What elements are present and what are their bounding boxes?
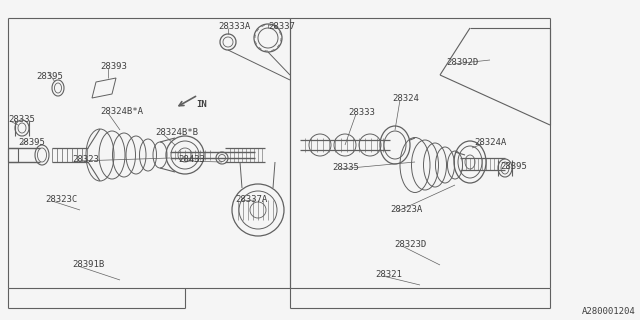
Text: 28395: 28395 [36,72,63,81]
Text: 28321: 28321 [375,270,402,279]
Text: 28395: 28395 [500,162,527,171]
FancyBboxPatch shape [8,148,18,162]
Text: 28324A: 28324A [474,138,506,147]
Polygon shape [92,78,116,98]
Text: 28335: 28335 [8,115,35,124]
Text: 28337A: 28337A [235,195,268,204]
Text: 28333: 28333 [348,108,375,117]
Text: 28395: 28395 [18,138,45,147]
Text: 28323C: 28323C [45,195,77,204]
Text: 28433: 28433 [178,155,205,164]
Text: 28393: 28393 [100,62,127,71]
Text: IN: IN [196,100,207,109]
Text: 28392D: 28392D [446,58,478,67]
Text: 28337: 28337 [268,22,295,31]
Text: 28323D: 28323D [394,240,426,249]
Text: 28335: 28335 [332,163,359,172]
Text: 28323A: 28323A [390,205,422,214]
Text: 28324B*B: 28324B*B [155,128,198,137]
Text: 28333A: 28333A [218,22,250,31]
Text: 28391B: 28391B [72,260,104,269]
Text: 28323: 28323 [72,155,99,164]
Text: A280001204: A280001204 [582,307,636,316]
Text: 28324: 28324 [392,94,419,103]
Text: 28324B*A: 28324B*A [100,107,143,116]
